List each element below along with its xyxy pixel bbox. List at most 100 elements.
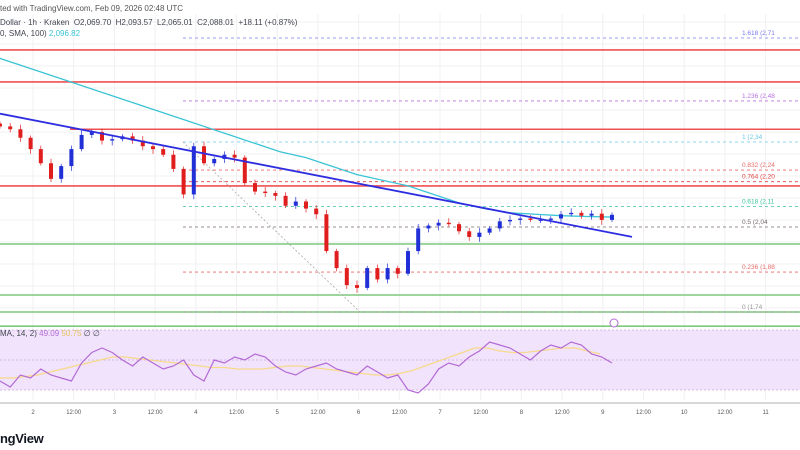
fib-level-label: 0 (1,74 <box>742 304 763 311</box>
candle-body <box>242 157 247 184</box>
ohlc-legend: Dollar · 1h · Kraken O2,069.70 H2,093.57… <box>0 18 297 27</box>
candle-body <box>559 214 563 219</box>
fib-level-label: 0.5 (2,04 <box>742 219 768 226</box>
candle-body <box>69 149 74 167</box>
time-axis-label: 12:00 <box>66 410 82 416</box>
candle-body <box>467 231 472 237</box>
candle-body <box>273 193 278 196</box>
candle-body <box>579 212 584 216</box>
candle-body <box>599 213 604 220</box>
symbol-label: Dollar · 1h · Kraken <box>0 18 70 27</box>
low-value: L2,065.01 <box>157 18 193 27</box>
fib-diagonal <box>182 141 361 313</box>
sma-value: 2,096.82 <box>48 29 81 38</box>
published-note: ted with TradingView.com, Feb 09, 2026 0… <box>0 4 184 13</box>
candle-body <box>446 222 451 225</box>
candle-body <box>283 195 288 206</box>
sma-label: 0, SMA, 100) <box>0 29 47 38</box>
candle-body <box>130 136 135 141</box>
candle-body <box>334 251 339 269</box>
candle-body <box>100 132 104 141</box>
candle-body <box>365 268 370 288</box>
candle-body <box>416 228 421 252</box>
event-marker-icon <box>609 318 619 328</box>
fib-level-label: 1 (2,34 <box>742 134 763 141</box>
fib-level-label: 1.236 (2,48 <box>742 93 775 100</box>
time-axis-label: 10 <box>681 410 688 416</box>
candle-body <box>436 222 441 226</box>
rsi-label: MA, 14, 2) <box>0 329 37 338</box>
candle-body <box>548 218 553 220</box>
candle-body <box>385 268 390 280</box>
candle-body <box>28 137 33 150</box>
candle-body <box>79 134 84 150</box>
fib-level-label: 0.764 (2,20 <box>742 174 775 181</box>
candle-body <box>355 285 359 288</box>
candle-body <box>89 132 94 135</box>
time-axis-label: 12:00 <box>148 410 164 416</box>
candle-body <box>161 149 166 155</box>
candle-body <box>518 218 523 220</box>
candle-body <box>0 123 2 127</box>
candle-body <box>314 208 319 215</box>
candle-body <box>395 268 400 274</box>
candle-body <box>8 126 13 130</box>
time-axis-label: 6 <box>357 410 361 416</box>
time-axis-label: 7 <box>438 410 442 416</box>
open-value: O2,069.70 <box>73 18 112 27</box>
candle-body <box>457 224 461 232</box>
tradingview-logo: ngView <box>0 431 44 446</box>
candle-body <box>406 251 410 274</box>
candle-body <box>589 213 594 216</box>
candle-body <box>304 201 308 209</box>
candle-body <box>171 154 176 169</box>
candle-body <box>569 212 574 215</box>
time-axis-label: 9 <box>601 410 605 416</box>
candle-body <box>477 232 482 237</box>
time-axis-label: 8 <box>520 410 524 416</box>
change-value: +18.11 (+0.87%) <box>238 18 298 27</box>
candle-body <box>38 149 43 164</box>
fib-level-label: 0.832 (2,24 <box>742 162 775 169</box>
candle-body <box>497 221 502 229</box>
time-axis-label: 5 <box>276 410 280 416</box>
candle-body <box>508 219 512 222</box>
time-axis-label: 12:00 <box>473 410 489 416</box>
candle-body <box>253 183 257 192</box>
time-axis-label: 12:00 <box>392 410 408 416</box>
time-axis-label: 11 <box>762 410 769 416</box>
time-axis-label: 3 <box>113 410 117 416</box>
candle-body <box>181 168 186 195</box>
candle-body <box>344 268 349 286</box>
rsi-value: 49.09 <box>39 329 60 338</box>
candle-body <box>212 159 217 164</box>
time-axis-label: 12:00 <box>717 410 733 416</box>
rsi-extra: ∅ ∅ <box>83 329 100 338</box>
candle-body <box>151 146 155 150</box>
close-value: C2,088.01 <box>197 18 234 27</box>
high-value: H2,093.57 <box>115 18 153 27</box>
candle-body <box>18 129 23 138</box>
time-axis-label: 12:00 <box>229 410 245 416</box>
rsi-legend: MA, 14, 2) 49.09 50.75 ∅ ∅ <box>0 329 100 338</box>
candle-body <box>232 154 237 158</box>
time-axis-label: 12:00 <box>555 410 571 416</box>
candle-body <box>375 268 380 280</box>
time-axis-label: 12:00 <box>310 410 326 416</box>
candle-body <box>324 214 329 252</box>
candle-body <box>263 191 268 193</box>
time-axis-label: 12:00 <box>636 410 652 416</box>
rsi-line <box>0 341 613 394</box>
candle-body <box>140 140 145 147</box>
candle-body <box>202 146 206 164</box>
candle-body <box>487 228 492 233</box>
time-axis-label: 4 <box>194 410 198 416</box>
candle-body <box>191 146 196 195</box>
trendline <box>0 112 633 238</box>
sma-legend: 0, SMA, 100) 2,096.82 <box>0 29 80 38</box>
rsi-ma-value: 50.75 <box>61 329 82 338</box>
candle-body <box>59 166 64 179</box>
candle-body <box>49 163 53 179</box>
time-axis-label: 2 <box>31 410 35 416</box>
